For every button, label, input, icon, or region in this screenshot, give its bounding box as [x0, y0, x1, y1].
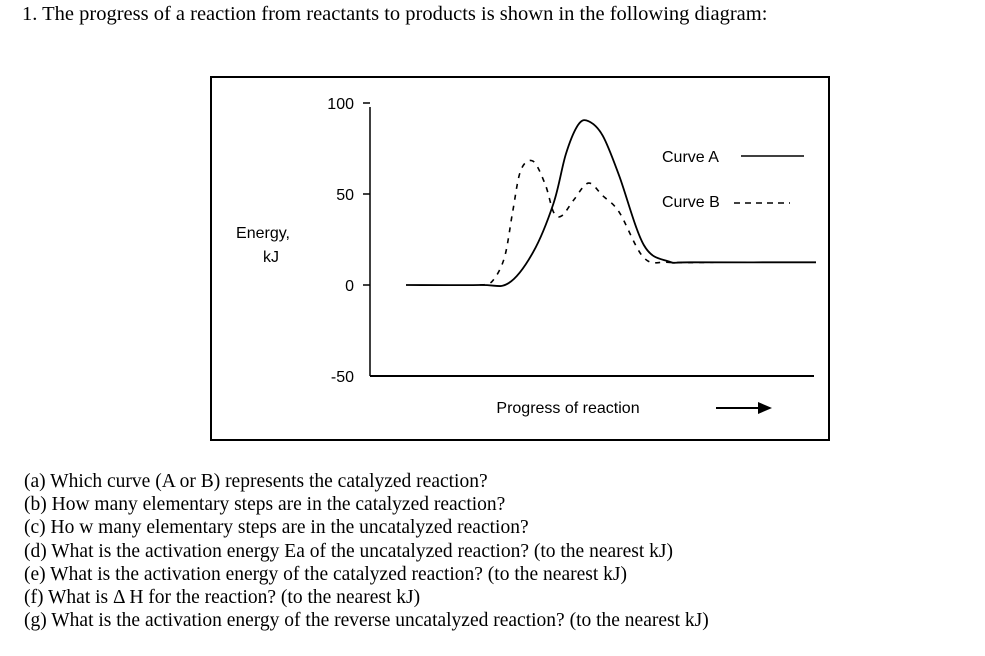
- y-axis-label-line2: kJ: [263, 249, 279, 266]
- question-a: (a) Which curve (A or B) represents the …: [24, 471, 488, 492]
- arrow-right-icon: [758, 402, 772, 414]
- legend-label-curve-b: Curve B: [662, 194, 720, 211]
- question-f: (f) What is Δ H for the reaction? (to th…: [24, 587, 421, 609]
- chart-frame: [210, 76, 830, 441]
- y-tick-label: 0: [345, 278, 354, 295]
- question-b: (b) How many elementary steps are in the…: [24, 494, 506, 516]
- legend-label-curve-a: Curve A: [662, 149, 719, 166]
- y-tick-label: 50: [336, 187, 354, 204]
- x-axis-label: Progress of reaction: [496, 400, 639, 417]
- question-d: (d) What is the activation energy Ea of …: [24, 540, 674, 562]
- y-tick-label: -50: [331, 369, 354, 386]
- y-tick-label: 100: [327, 96, 354, 113]
- y-axis-label-line1: Energy,: [236, 225, 290, 242]
- question-c: (c) Ho w many elementary steps are in th…: [24, 517, 529, 539]
- series-layer: [405, 119, 817, 287]
- question-list: (a) Which curve (A or B) represents the …: [24, 470, 709, 632]
- question-title: 1. The progress of a reaction from react…: [22, 3, 768, 25]
- series-line-curve-a: [405, 119, 817, 287]
- question-g: (g) What is the activation energy of the…: [24, 610, 709, 632]
- question-e: (e) What is the activation energy of the…: [24, 563, 627, 585]
- y-ticks: 100 50 0 -50: [327, 96, 370, 386]
